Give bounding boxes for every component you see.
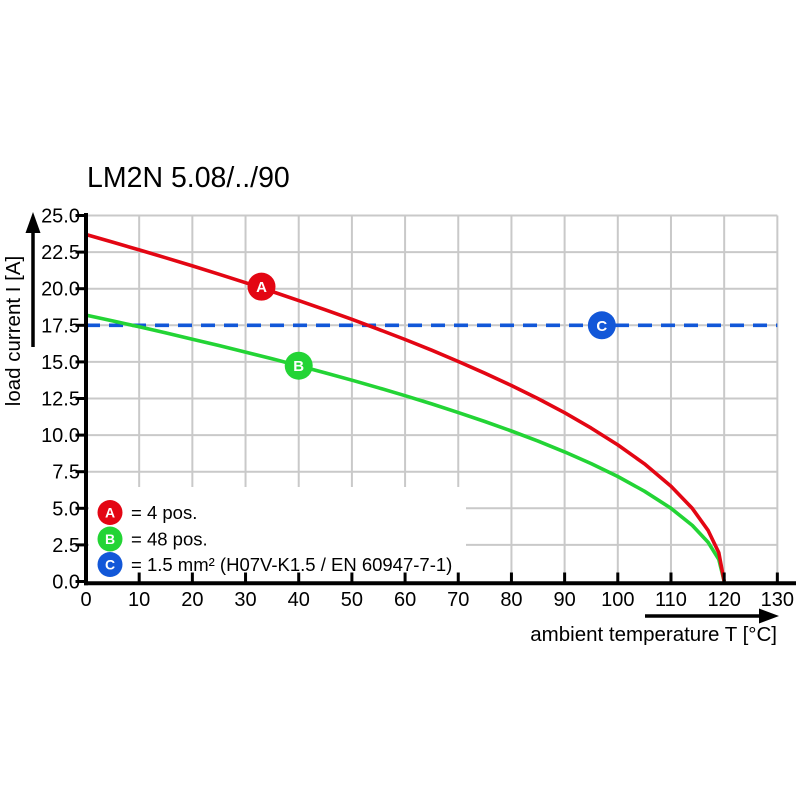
axis-ticks [75,214,779,584]
y-tick-label: 5.0 [52,498,80,520]
legend-label-c: = 1.5 mm² (H07V-K1.5 / EN 60947-7-1) [131,554,452,575]
x-tick-label: 130 [761,589,794,611]
x-tick-label: 40 [288,589,310,611]
x-tick-label: 110 [655,589,687,611]
y-tick-label: 7.5 [52,462,80,484]
y-tick-label: 25.0 [41,206,80,228]
legend-label-b: = 48 pos. [131,529,208,550]
marker-C: C [587,311,616,340]
y-tick-label: 12.5 [41,389,80,411]
up-arrow-icon [25,212,41,233]
legend-marker-c-icon [97,552,123,577]
x-tick-label: 70 [447,589,469,611]
x-tick-label: 10 [128,589,150,611]
x-tick-label: 0 [80,589,91,611]
x-axis-label: ambient temperature T [°C] [530,623,777,646]
x-tick-label: 50 [341,589,363,611]
legend-item-b: B = 48 pos. [97,526,208,552]
curve-A [85,232,726,582]
legend-marker-b-letter: B [105,531,115,547]
x-tick-label: 80 [500,589,522,611]
legend-item-a: A = 4 pos. [97,500,197,525]
legend-item-c: C = 1.5 mm² (H07V-K1.5 / EN 60947-7-1) [97,552,452,577]
legend-marker-b-icon [97,526,123,552]
right-arrow-icon [759,608,779,624]
legend: A = 4 pos. B = 48 pos. C = 1.5 mm² (H07V… [89,487,466,579]
marker-A: A [247,272,276,301]
x-tick-label: 60 [394,589,416,611]
axis-tick-labels: 0 10 20 30 40 50 60 70 80 90 100 110 120 130 0.0 2.5 5.0… [41,206,794,612]
x-tick-label: 30 [234,589,256,611]
curve-markers: B A C [247,272,616,380]
marker-C-circle [587,311,616,340]
x-tick-label: 120 [707,589,740,611]
y-axis-label-group: load current I [A] [2,212,41,406]
x-axis-label-group: ambient temperature T [°C] [530,608,779,646]
marker-B-circle [284,351,313,380]
y-tick-label: 22.5 [41,242,80,264]
legend-marker-a-letter: A [105,505,115,521]
marker-A-circle [247,272,276,301]
marker-A-letter: A [256,279,267,296]
x-tick-label: 100 [601,589,634,611]
legend-background [89,487,466,579]
y-tick-label: 0.0 [52,572,80,594]
marker-B: B [284,351,313,380]
y-tick-label: 17.5 [41,315,80,337]
x-tick-label: 90 [553,589,575,611]
y-tick-label: 20.0 [41,279,80,301]
data-series [85,232,778,582]
curve-B [85,313,726,582]
chart-title: LM2N 5.08/../90 [87,162,290,194]
marker-C-letter: C [596,318,607,335]
legend-marker-a-icon [97,500,123,525]
legend-marker-c-letter: C [105,557,115,573]
marker-B-letter: B [293,358,304,375]
y-tick-label: 10.0 [41,425,80,447]
y-tick-label: 2.5 [52,535,80,557]
y-tick-label: 15.0 [41,352,80,374]
x-tick-label: 20 [181,589,203,611]
legend-label-a: = 4 pos. [131,502,197,523]
y-axis-label: load current I [A] [2,256,25,406]
